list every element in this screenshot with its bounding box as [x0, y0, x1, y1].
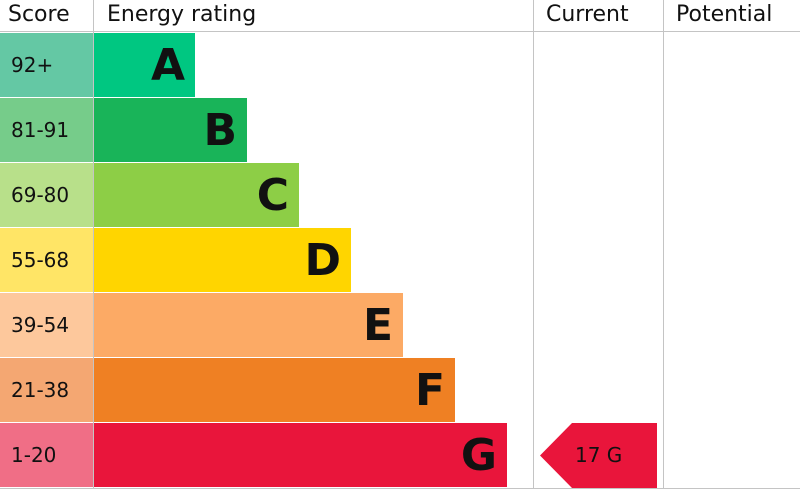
score-range-b: 81-91 — [0, 98, 93, 162]
score-range-f: 21-38 — [0, 358, 93, 422]
score-range-a: 92+ — [0, 33, 93, 97]
header-potential: Potential — [676, 2, 773, 27]
current-rating-label: 17 G — [575, 443, 623, 467]
header-current: Current — [546, 2, 629, 27]
column-divider — [533, 0, 534, 489]
rating-letter: D — [304, 235, 341, 286]
rating-bar-a: A — [94, 33, 195, 97]
rating-letter: B — [203, 105, 237, 156]
rating-bar-f: F — [94, 358, 455, 422]
rating-bar-c: C — [94, 163, 299, 227]
column-divider — [93, 0, 94, 489]
score-range-e: 39-54 — [0, 293, 93, 357]
rating-letter: G — [460, 430, 497, 481]
score-range-g: 1-20 — [0, 423, 93, 487]
rating-letter: E — [362, 300, 393, 351]
rating-bar-d: D — [94, 228, 351, 292]
rating-letter: C — [256, 170, 289, 221]
header-score: Score — [8, 2, 70, 27]
rating-letter: F — [414, 365, 445, 416]
header-energy-rating: Energy rating — [107, 2, 257, 27]
current-rating-arrow — [540, 423, 657, 488]
score-range-c: 69-80 — [0, 163, 93, 227]
header-divider — [0, 31, 800, 32]
rating-bar-b: B — [94, 98, 247, 162]
rating-letter: A — [150, 40, 185, 91]
column-divider — [663, 0, 664, 489]
rating-bar-g: G — [94, 423, 507, 487]
score-range-d: 55-68 — [0, 228, 93, 292]
current-rating-arrow-shape — [540, 423, 657, 488]
rating-bar-e: E — [94, 293, 403, 357]
